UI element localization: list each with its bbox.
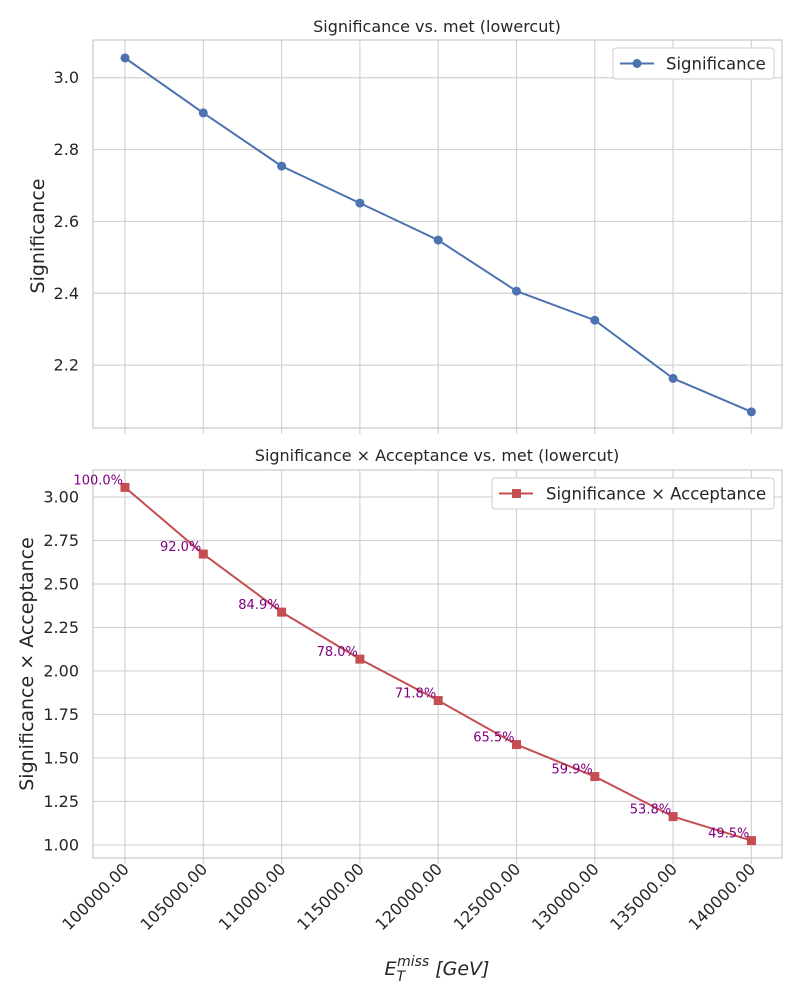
bottom-data-point [355,654,365,664]
acceptance-annotation: 49.5% [708,827,749,842]
bottom-xtick-label: 100000.00 [58,859,133,934]
top-y-axis-label: Significance [27,179,49,294]
bottom-data-point [512,740,521,750]
top-series [120,53,756,417]
bottom-ytick-label: 3.00 [43,487,79,506]
acceptance-annotation: 78.0% [317,645,358,660]
top-chart-title: Significance vs. met (lowercut) [313,17,561,36]
bottom-xtick-label: 135000.00 [606,859,681,934]
top-ytick-label: 2.8 [54,140,79,159]
acceptance-annotation: 65.5% [473,731,514,746]
bottom-ytick-label: 1.25 [43,792,79,811]
acceptance-annotation: 84.9% [238,598,279,613]
bottom-plot-frame [92,469,783,859]
bottom-xtick-label: 110000.00 [215,859,290,934]
acceptance-annotation: 71.8% [395,687,436,702]
top-legend-box [612,47,775,80]
top-data-point [120,53,130,63]
bottom-data-point [746,836,756,846]
bottom-ytick-label: 1.75 [43,705,79,724]
top-ytick-label: 2.4 [54,284,79,303]
top-data-point [668,373,678,383]
top-legend-marker [632,59,642,68]
x-axis-label: ETmiss [GeV] [385,954,490,985]
bottom-x-ticks: 100000.00 105000.00 110000.00 115000.00 1200… [58,859,759,934]
bottom-y-ticks: 1.00 1.25 1.50 1.75 2.00 2.25 2.50 2.75 3.00 [43,487,79,854]
top-y-ticks: 2.2 2.4 2.6 2.8 3.0 [54,68,79,374]
top-data-point [277,161,287,171]
bottom-xtick-label: 115000.00 [293,859,368,934]
top-legend-label: Significance [666,55,766,74]
bottom-xtick-label: 140000.00 [685,859,760,934]
top-data-point [746,407,756,417]
bottom-data-point [277,607,287,617]
acceptance-annotation: 53.8% [630,803,671,818]
bottom-chart-title: Significance × Acceptance vs. met (lower… [255,446,619,465]
bottom-data-point [590,772,600,782]
top-data-point [355,198,365,208]
bottom-ytick-label: 1.00 [43,835,79,854]
acceptance-annotation: 59.9% [551,763,592,778]
bottom-legend-label: Significance × Acceptance [546,485,766,504]
bottom-ytick-label: 2.50 [43,574,79,593]
significance-acceptance-chart: Significance × Acceptance vs. met (lower… [16,446,783,985]
top-data-point [590,315,600,325]
bottom-data-point [120,482,130,492]
bottom-ytick-label: 2.25 [43,618,79,637]
top-ytick-label: 3.0 [54,68,79,87]
bottom-xtick-label: 125000.00 [450,859,525,934]
bottom-ytick-label: 2.00 [43,661,79,680]
bottom-xtick-label: 105000.00 [137,859,212,934]
acceptance-annotation: 92.0% [160,540,201,555]
significance-chart: Significance vs. met (lowercut) Signific… [27,17,783,434]
bottom-y-axis-label: Significance × Acceptance [16,537,38,791]
bottom-xtick-label: 120000.00 [371,859,446,934]
bottom-annotations: 100.0% 92.0% 84.9% 78.0% 71.8% 65.5% 59.9% 53.8… [73,473,749,841]
top-ytick-label: 2.6 [54,212,79,231]
bottom-grid [93,470,782,864]
top-data-point [512,286,521,296]
top-data-point [433,235,443,245]
bottom-ytick-label: 2.75 [43,531,79,550]
top-ytick-label: 2.2 [54,356,79,375]
bottom-legend: Significance × Acceptance [491,477,775,510]
top-legend: Significance [612,47,775,80]
acceptance-annotation: 100.0% [73,473,123,488]
bottom-data-point [668,812,678,822]
bottom-legend-marker [512,489,521,498]
bottom-data-point [433,696,443,706]
top-data-point [198,108,208,118]
bottom-xtick-label: 130000.00 [528,859,603,934]
bottom-legend-box [491,477,775,510]
bottom-ytick-label: 1.50 [43,748,79,767]
bottom-series [120,482,756,846]
bottom-data-point [198,549,208,559]
top-plot-frame [92,39,783,429]
